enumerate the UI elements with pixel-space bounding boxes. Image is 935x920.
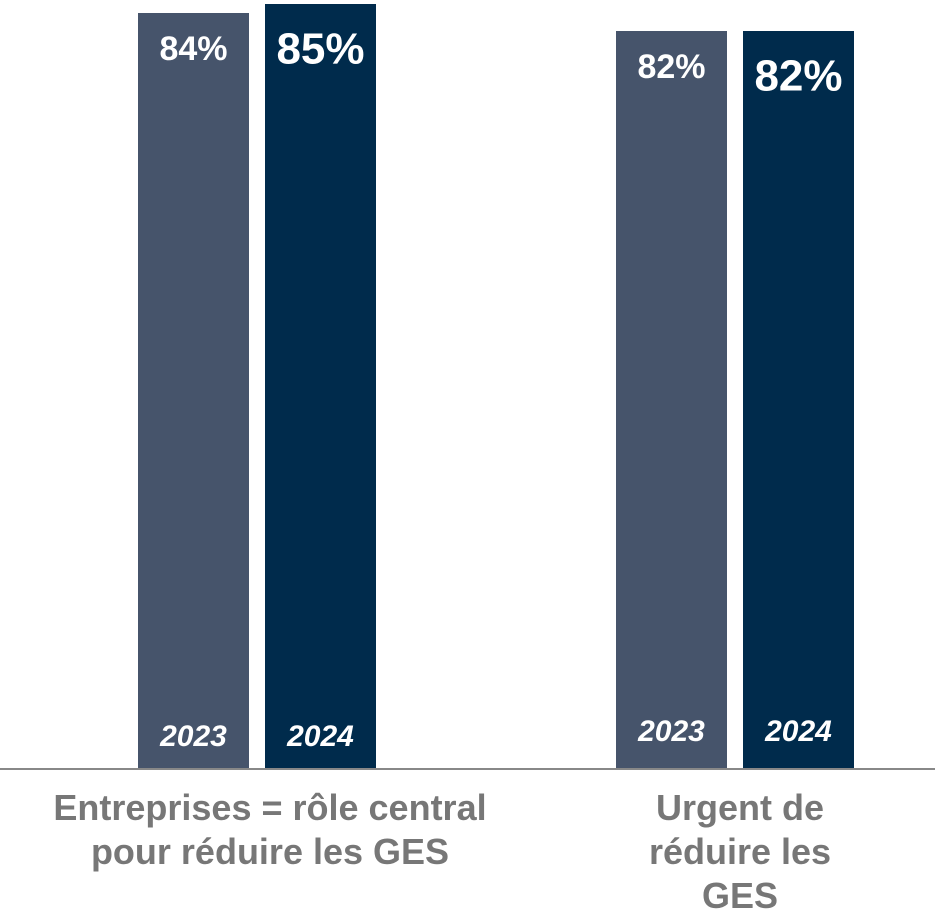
series-label: 2023 bbox=[159, 720, 227, 753]
series-label: 2024 bbox=[286, 720, 354, 753]
bar bbox=[138, 13, 249, 769]
value-label: 82% bbox=[754, 52, 842, 101]
value-label: 85% bbox=[276, 25, 364, 74]
bar bbox=[616, 31, 727, 769]
series-label: 2023 bbox=[637, 715, 705, 748]
chart: 84% 2023 85% 2024 82% 2023 82% 2024 bbox=[0, 4, 935, 770]
series-label: 2024 bbox=[764, 715, 832, 748]
bar bbox=[265, 4, 376, 769]
category-label: Entreprises = rôle central pour réduire … bbox=[53, 787, 487, 872]
value-label: 82% bbox=[637, 48, 705, 86]
bar bbox=[743, 31, 854, 769]
category-label: Urgent de réduire les GES bbox=[648, 787, 832, 916]
value-label: 84% bbox=[159, 30, 227, 68]
